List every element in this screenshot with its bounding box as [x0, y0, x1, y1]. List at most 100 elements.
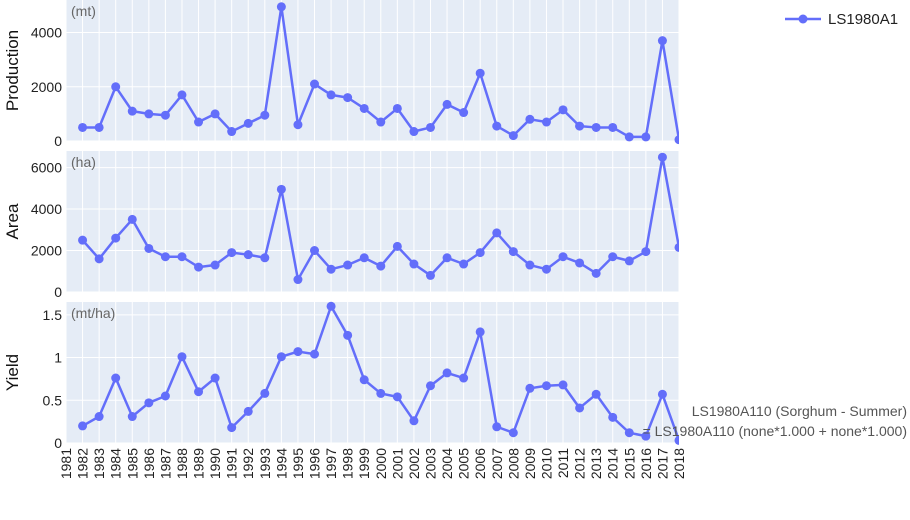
data-point	[475, 248, 485, 258]
data-point	[160, 110, 170, 120]
x-tick-label: 2013	[588, 448, 604, 479]
data-point	[177, 90, 187, 100]
data-point	[591, 122, 601, 132]
data-point	[276, 2, 286, 12]
data-point	[608, 122, 618, 132]
data-point	[392, 392, 402, 402]
data-point	[425, 122, 435, 132]
data-point	[475, 68, 485, 78]
data-point	[541, 264, 551, 274]
data-point	[293, 347, 303, 357]
data-point	[575, 258, 585, 268]
y-axis-title: Yield	[3, 354, 22, 391]
data-point	[608, 252, 618, 262]
data-point	[508, 247, 518, 257]
legend[interactable]: LS1980A1	[785, 11, 898, 28]
data-point	[144, 243, 154, 253]
data-point	[210, 109, 220, 119]
data-point	[310, 246, 320, 256]
data-point	[127, 214, 137, 224]
y-tick-label: 0	[54, 284, 62, 300]
x-tick-label: 1985	[124, 448, 140, 479]
series-plot	[78, 152, 679, 285]
data-point	[459, 108, 469, 118]
data-point	[310, 79, 320, 89]
y-tick-label: 1.5	[43, 307, 63, 323]
series-plot	[78, 2, 679, 145]
data-point	[492, 228, 502, 238]
data-point	[608, 412, 618, 422]
data-point	[591, 268, 601, 278]
x-tick-label: 2003	[422, 448, 438, 479]
annotation-line-2: = LS1980A110 (none*1.000 + none*1.000)	[643, 423, 907, 439]
data-point	[492, 121, 502, 131]
data-point	[210, 260, 220, 270]
data-point	[508, 428, 518, 438]
data-point	[144, 398, 154, 408]
data-point	[525, 383, 535, 393]
data-point	[525, 260, 535, 270]
x-tick-label: 2008	[505, 448, 521, 479]
panel-yield: 0 0.5 1 1.5 (mt/ha) Yield	[3, 301, 680, 451]
data-point	[177, 252, 187, 262]
data-point	[78, 421, 88, 431]
annotation-line-1: LS1980A110 (Sorghum - Summer)	[692, 403, 907, 419]
data-point	[508, 131, 518, 141]
data-point	[194, 387, 204, 397]
data-point	[227, 423, 237, 433]
x-tick-label: 2001	[389, 448, 405, 479]
data-point	[624, 132, 634, 142]
data-point	[326, 264, 336, 274]
x-tick-label: 2002	[406, 448, 422, 479]
data-point	[343, 93, 353, 103]
legend-label: LS1980A1	[828, 11, 898, 28]
data-point	[227, 248, 237, 258]
x-tick-label: 2006	[472, 448, 488, 479]
x-tick-label: 2017	[654, 448, 670, 479]
x-tick-label: 1992	[240, 448, 256, 479]
data-point	[674, 135, 679, 145]
unit-label: (ha)	[71, 154, 96, 170]
panel-background	[66, 0, 679, 141]
x-tick-label: 1988	[174, 448, 190, 479]
data-point	[276, 184, 286, 194]
x-tick-label: 1995	[290, 448, 306, 479]
data-point	[425, 381, 435, 391]
unit-label: (mt)	[71, 3, 96, 19]
data-point	[674, 435, 679, 445]
data-point	[243, 406, 253, 416]
unit-label: (mt/ha)	[71, 305, 115, 321]
y-tick-label: 0	[54, 435, 62, 451]
data-point	[94, 412, 104, 422]
x-tick-label: 1984	[108, 448, 124, 479]
y-axis-title: Area	[3, 203, 22, 239]
x-tick-label: 2012	[572, 448, 588, 479]
data-point	[111, 233, 121, 243]
x-tick-label: 2010	[538, 448, 554, 479]
x-tick-label: 2007	[489, 448, 505, 479]
data-point	[409, 127, 419, 137]
data-point	[260, 253, 270, 263]
data-point	[359, 375, 369, 385]
data-point	[475, 327, 485, 337]
data-point	[293, 275, 303, 285]
x-tick-label: 1981	[58, 448, 74, 479]
x-tick-label: 2014	[605, 448, 621, 479]
data-point	[260, 110, 270, 120]
data-point	[326, 301, 336, 311]
data-point	[376, 117, 386, 127]
data-point	[591, 389, 601, 399]
series-plot	[78, 301, 679, 445]
panel-production: 0 2000 4000 (mt) Production	[3, 0, 680, 149]
data-point	[409, 259, 419, 269]
x-tick-label: 1994	[273, 448, 289, 479]
data-point	[194, 262, 204, 272]
data-point	[78, 122, 88, 132]
x-axis: 1981 1982 1983 1984 1985 1986 1987 1988 1989 1990…	[58, 448, 687, 479]
data-point	[392, 103, 402, 113]
x-tick-label: 1996	[307, 448, 323, 479]
data-point	[624, 256, 634, 266]
y-tick-label: 0	[54, 133, 62, 149]
panel-area: 0 2000 4000 6000 (ha) Area	[3, 151, 680, 300]
data-point	[541, 381, 551, 391]
